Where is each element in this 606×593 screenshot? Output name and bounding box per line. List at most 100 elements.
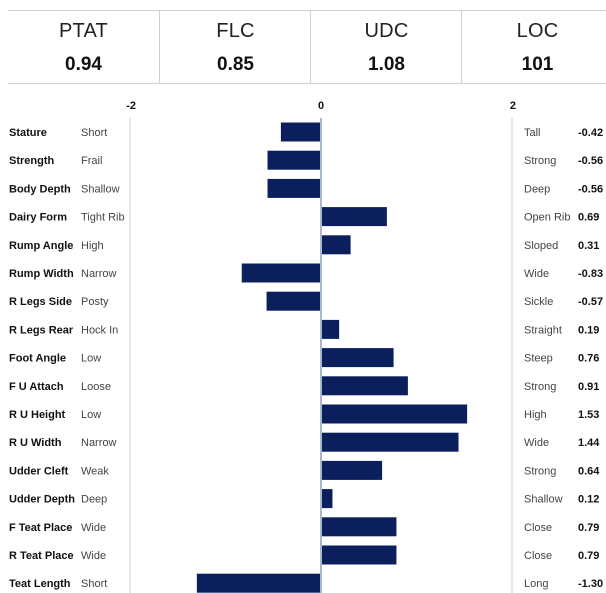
stat-value: 1.08 bbox=[368, 54, 405, 75]
bar-teat-length bbox=[196, 573, 321, 593]
high-descriptor: Deep bbox=[524, 183, 550, 195]
high-descriptor: High bbox=[524, 409, 547, 421]
trait-label: R U Width bbox=[9, 437, 62, 449]
low-descriptor: Narrow bbox=[81, 268, 117, 280]
high-descriptor: Strong bbox=[524, 381, 556, 393]
trait-label: Body Depth bbox=[9, 183, 71, 195]
bar-rump-width bbox=[241, 263, 321, 283]
value-label: -1.30 bbox=[578, 578, 603, 590]
low-descriptor: Loose bbox=[81, 381, 111, 393]
low-descriptor: Posty bbox=[81, 296, 109, 308]
bar-body-depth bbox=[267, 178, 321, 198]
value-label: 1.53 bbox=[578, 409, 599, 421]
x-tick-label: 2 bbox=[510, 100, 516, 112]
bar-foot-angle bbox=[321, 348, 394, 368]
high-descriptor: Sloped bbox=[524, 240, 558, 252]
high-descriptor: Sickle bbox=[524, 296, 553, 308]
value-label: 0.69 bbox=[578, 212, 599, 224]
trait-label: F Teat Place bbox=[9, 522, 72, 534]
low-descriptor: Short bbox=[81, 578, 107, 590]
high-descriptor: Wide bbox=[524, 268, 549, 280]
trait-label: Foot Angle bbox=[9, 353, 66, 365]
value-label: 0.31 bbox=[578, 240, 599, 252]
stat-flc: FLC 0.85 bbox=[159, 11, 311, 83]
value-label: 1.44 bbox=[578, 437, 600, 449]
trait-label: Rump Width bbox=[9, 268, 74, 280]
low-descriptor: Low bbox=[81, 409, 101, 421]
value-label: -0.56 bbox=[578, 155, 603, 167]
stat-ptat: PTAT 0.94 bbox=[8, 11, 159, 83]
stat-name: LOC bbox=[516, 20, 559, 42]
value-label: 0.64 bbox=[578, 465, 600, 477]
low-descriptor: Tight Rib bbox=[81, 212, 125, 224]
trait-label: Strength bbox=[9, 155, 55, 167]
bar-f-u-attach bbox=[321, 376, 408, 396]
low-descriptor: Low bbox=[81, 353, 101, 365]
stat-value: 101 bbox=[521, 54, 554, 75]
trait-label: Stature bbox=[9, 127, 47, 139]
low-descriptor: Frail bbox=[81, 155, 102, 167]
bar-f-teat-place bbox=[321, 517, 397, 537]
trait-label: Dairy Form bbox=[9, 212, 67, 224]
value-label: 0.19 bbox=[578, 324, 599, 336]
value-label: 0.79 bbox=[578, 550, 599, 562]
bar-strength bbox=[267, 150, 321, 170]
value-label: 0.12 bbox=[578, 494, 599, 506]
high-descriptor: Wide bbox=[524, 437, 549, 449]
stat-loc: LOC 101 bbox=[461, 11, 606, 83]
value-label: 0.79 bbox=[578, 522, 599, 534]
value-label: -0.83 bbox=[578, 268, 603, 280]
bar-stature bbox=[280, 122, 321, 142]
high-descriptor: Steep bbox=[524, 353, 553, 365]
high-descriptor: Strong bbox=[524, 155, 556, 167]
trait-label: R Legs Rear bbox=[9, 324, 74, 336]
bar-r-teat-place bbox=[321, 545, 397, 565]
bar-r-u-height bbox=[321, 404, 468, 424]
low-descriptor: Wide bbox=[81, 522, 106, 534]
trait-label: Udder Depth bbox=[9, 494, 75, 506]
high-descriptor: Long bbox=[524, 578, 548, 590]
high-descriptor: Straight bbox=[524, 324, 562, 336]
low-descriptor: Wide bbox=[81, 550, 106, 562]
bar-r-legs-side bbox=[266, 291, 321, 311]
value-label: -0.57 bbox=[578, 296, 603, 308]
high-descriptor: Open Rib bbox=[524, 212, 570, 224]
trait-label: Teat Length bbox=[9, 578, 71, 590]
low-descriptor: Narrow bbox=[81, 437, 117, 449]
high-descriptor: Shallow bbox=[524, 494, 563, 506]
stat-name: FLC bbox=[216, 20, 255, 42]
x-tick-label: -2 bbox=[126, 100, 136, 112]
value-label: 0.76 bbox=[578, 353, 599, 365]
low-descriptor: Weak bbox=[81, 465, 109, 477]
low-descriptor: Shallow bbox=[81, 183, 120, 195]
stat-name: PTAT bbox=[59, 20, 108, 42]
trait-label: R Teat Place bbox=[9, 550, 74, 562]
high-descriptor: Close bbox=[524, 522, 552, 534]
low-descriptor: High bbox=[81, 240, 104, 252]
low-descriptor: Short bbox=[81, 127, 107, 139]
summary-stats: PTAT 0.94 FLC 0.85 UDC 1.08 LOC 101 bbox=[8, 10, 606, 84]
bar-udder-cleft bbox=[321, 460, 383, 480]
stat-value: 0.94 bbox=[65, 54, 102, 75]
value-label: -0.42 bbox=[578, 127, 603, 139]
bar-dairy-form bbox=[321, 207, 387, 227]
high-descriptor: Tall bbox=[524, 127, 541, 139]
stat-value: 0.85 bbox=[217, 54, 254, 75]
trait-label: Udder Cleft bbox=[9, 465, 69, 477]
bar-udder-depth bbox=[321, 489, 333, 509]
bar-rump-angle bbox=[321, 235, 351, 255]
high-descriptor: Strong bbox=[524, 465, 556, 477]
low-descriptor: Hock In bbox=[81, 324, 118, 336]
stat-name: UDC bbox=[364, 20, 409, 42]
value-label: 0.91 bbox=[578, 381, 599, 393]
bar-r-legs-rear bbox=[321, 319, 340, 339]
bar-r-u-width bbox=[321, 432, 459, 452]
trait-label: F U Attach bbox=[9, 381, 64, 393]
x-tick-label: 0 bbox=[318, 100, 324, 112]
stat-udc: UDC 1.08 bbox=[310, 11, 462, 83]
trait-label: Rump Angle bbox=[9, 240, 73, 252]
value-label: -0.56 bbox=[578, 183, 603, 195]
high-descriptor: Close bbox=[524, 550, 552, 562]
trait-label: R Legs Side bbox=[9, 296, 72, 308]
